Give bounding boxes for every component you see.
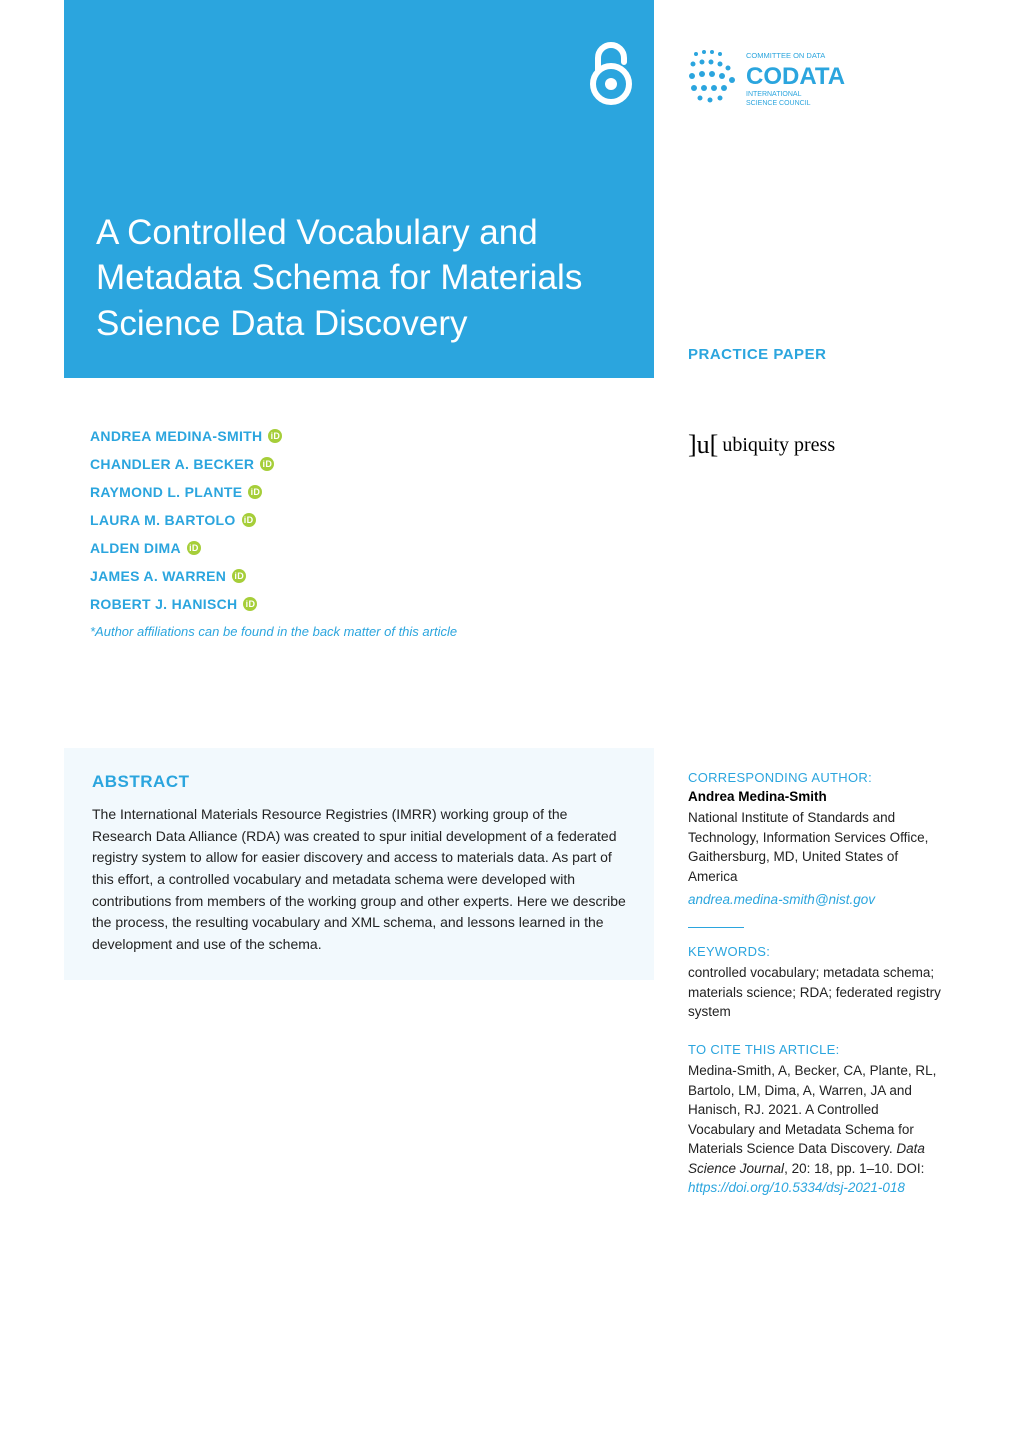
citation-suffix: , 20: 18, pp. 1–10. DOI: — [784, 1161, 924, 1176]
abstract-section: ABSTRACT The International Materials Res… — [64, 748, 654, 980]
codata-intl-text: INTERNATIONAL — [746, 91, 802, 98]
orcid-icon[interactable]: iD — [243, 597, 257, 611]
codata-brand-text: CODATA — [746, 63, 845, 90]
ubiquity-text: ubiquity press — [722, 434, 835, 457]
orcid-icon[interactable]: iD — [242, 513, 256, 527]
corresponding-author-name: Andrea Medina-Smith — [688, 789, 948, 804]
author-name: ANDREA MEDINA-SMITH — [90, 428, 262, 444]
citation-heading: TO CITE THIS ARTICLE: — [688, 1042, 948, 1057]
sidebar: CORRESPONDING AUTHOR: Andrea Medina-Smit… — [688, 770, 948, 1218]
ubiquity-press-logo: ]u[ ubiquity press — [688, 430, 835, 460]
author-item: JAMES A. WARREN iD — [90, 568, 457, 584]
sidebar-divider — [688, 927, 744, 928]
corresponding-author-heading: CORRESPONDING AUTHOR: — [688, 770, 948, 785]
orcid-icon[interactable]: iD — [187, 541, 201, 555]
author-item: CHANDLER A. BECKER iD — [90, 456, 457, 472]
open-access-icon — [590, 42, 632, 111]
citation-text: Medina-Smith, A, Becker, CA, Plante, RL,… — [688, 1061, 948, 1198]
author-item: LAURA M. BARTOLO iD — [90, 512, 457, 528]
keywords-text: controlled vocabulary; metadata schema; … — [688, 963, 948, 1022]
paper-type-label: PRACTICE PAPER — [688, 346, 826, 363]
hero-banner: A Controlled Vocabulary and Metadata Sch… — [64, 0, 654, 378]
codata-committee-text: COMMITTEE ON DATA — [746, 51, 825, 60]
abstract-text: The International Materials Resource Reg… — [92, 804, 626, 956]
codata-logo: COMMITTEE ON DATA CODATA INTERNATIONAL S… — [688, 42, 868, 117]
authors-list: ANDREA MEDINA-SMITH iD CHANDLER A. BECKE… — [90, 428, 457, 639]
abstract-heading: ABSTRACT — [92, 772, 626, 792]
author-name: LAURA M. BARTOLO — [90, 512, 236, 528]
author-name: JAMES A. WARREN — [90, 568, 226, 584]
author-item: ANDREA MEDINA-SMITH iD — [90, 428, 457, 444]
author-name: ALDEN DIMA — [90, 540, 181, 556]
corresponding-author-email[interactable]: andrea.medina-smith@nist.gov — [688, 892, 948, 907]
citation-doi-link[interactable]: https://doi.org/10.5334/dsj-2021-018 — [688, 1180, 905, 1195]
author-item: RAYMOND L. PLANTE iD — [90, 484, 457, 500]
orcid-icon[interactable]: iD — [248, 485, 262, 499]
orcid-icon[interactable]: iD — [260, 457, 274, 471]
orcid-icon[interactable]: iD — [232, 569, 246, 583]
orcid-icon[interactable]: iD — [268, 429, 282, 443]
author-item: ALDEN DIMA iD — [90, 540, 457, 556]
corresponding-author-affiliation: National Institute of Standards and Tech… — [688, 808, 948, 886]
codata-council-text: SCIENCE COUNCIL — [746, 100, 811, 107]
corresponding-author-block: CORRESPONDING AUTHOR: Andrea Medina-Smit… — [688, 770, 948, 907]
author-name: CHANDLER A. BECKER — [90, 456, 254, 472]
author-item: ROBERT J. HANISCH iD — [90, 596, 457, 612]
keywords-block: KEYWORDS: controlled vocabulary; metadat… — [688, 944, 948, 1022]
paper-title: A Controlled Vocabulary and Metadata Sch… — [96, 210, 622, 347]
affiliations-note: *Author affiliations can be found in the… — [90, 624, 457, 639]
citation-block: TO CITE THIS ARTICLE: Medina-Smith, A, B… — [688, 1042, 948, 1198]
ubiquity-symbol: ]u[ — [688, 430, 718, 460]
author-name: ROBERT J. HANISCH — [90, 596, 237, 612]
keywords-heading: KEYWORDS: — [688, 944, 948, 959]
author-name: RAYMOND L. PLANTE — [90, 484, 242, 500]
